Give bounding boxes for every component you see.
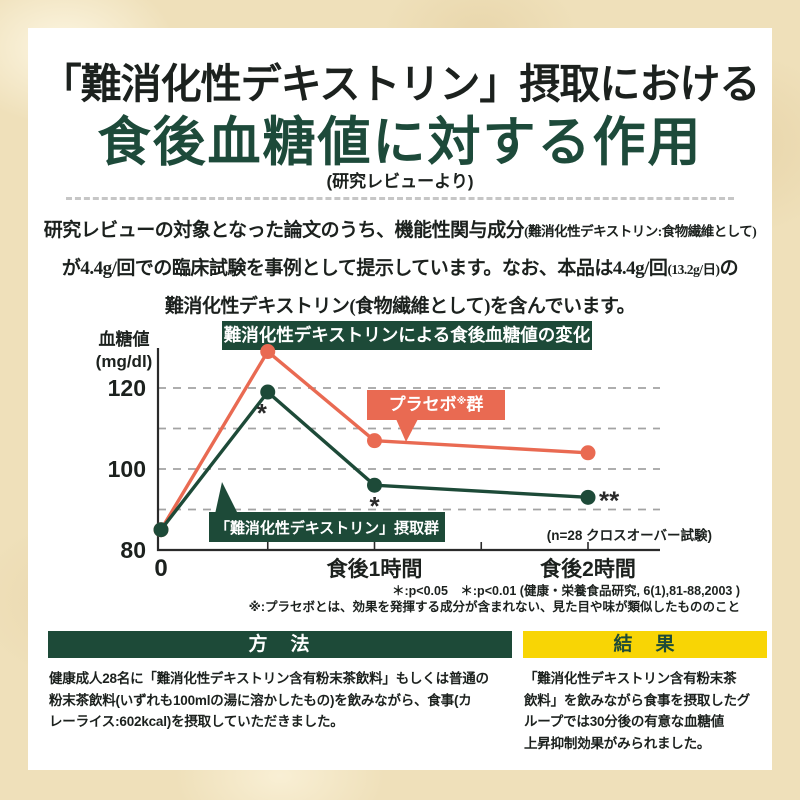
dextrin-point-60min bbox=[367, 477, 382, 493]
intro-line: 研究レビューの対象となった論文のうち、機能性関与成分(難消化性デキストリン:食物… bbox=[43, 220, 757, 241]
dextrin-callout-pointer bbox=[215, 482, 238, 514]
placebo-callout-pointer bbox=[396, 419, 418, 442]
dashed-divider bbox=[66, 197, 734, 200]
main-title-line1: 「難消化性デキストリン」摂取における bbox=[40, 61, 761, 107]
y-tick-label-120: 120 bbox=[108, 375, 146, 401]
placebo-line bbox=[159, 348, 589, 531]
placebo-series-label: プラセボ※群 bbox=[389, 394, 484, 414]
placebo-point-60min bbox=[367, 433, 382, 449]
chart-footnotes: ＊:p<0.05 ＊:p<0.01 (健康・栄養食品研究, 6(1),81-88… bbox=[249, 583, 740, 615]
intro-line: 難消化性デキストリン(食物繊維として)を含んでいます。 bbox=[164, 296, 636, 317]
method-section-body: 健康成人28名に「難消化性デキストリン含有粉末茶飲料」もしくは普通の 粉末茶飲料(… bbox=[49, 671, 489, 729]
main-title-subtitle: (研究レビューより) bbox=[326, 172, 474, 191]
significance-mark-60min: * bbox=[369, 491, 380, 521]
dextrin-line bbox=[159, 389, 589, 531]
intro-paragraph: 研究レビューの対象となった論文のうち、機能性関与成分(難消化性デキストリン:食物… bbox=[28, 212, 772, 325]
y-axis-label-line2: (mg/dl) bbox=[95, 352, 153, 371]
dextrin-callout-box bbox=[209, 512, 445, 542]
dextrin-point-0min bbox=[153, 522, 169, 538]
dextrin-series-label: 「難消化性デキストリン」摂取群 bbox=[215, 519, 439, 537]
dextrin-point-30min bbox=[260, 384, 276, 400]
method-section-header: 方 法 bbox=[48, 631, 512, 658]
y-axis-label-line1: 血糖値 bbox=[98, 330, 150, 349]
result-section-header: 結 果 bbox=[523, 631, 767, 658]
axes bbox=[156, 348, 660, 552]
main-title-line2: 食後血糖値に対する作用 bbox=[97, 114, 703, 172]
footnote-placebo-definition: ※:プラセボとは、効果を発揮する成分が含まれない、見た目や味が類似したもののこと bbox=[248, 600, 740, 614]
y-axis-label: 血糖値 (mg/dl) bbox=[86, 329, 162, 373]
significance-mark-30min: * bbox=[257, 398, 268, 428]
sample-size-note: (n=28 クロスオーバー試験) bbox=[547, 527, 712, 543]
x-tick-label-0min: 0 bbox=[154, 555, 167, 582]
placebo-callout-box bbox=[367, 390, 505, 420]
footnote-significance: ＊:p<0.05 ＊:p<0.01 (健康・栄養食品研究, 6(1),81-88… bbox=[391, 584, 740, 598]
x-tick-label-120min: 食後2時間 bbox=[540, 557, 636, 581]
line-chart: 80 100 120 0 食後1時間 食後2時間 * * ** プラセボ※群 「難消化性デキストリン… bbox=[90, 330, 750, 585]
chart-title-banner: 難消化性デキストリンによる食後血糖値の変化 bbox=[222, 321, 592, 350]
intro-line: が4.4g/回での臨床試験を事例として提示しています。なお、本品は4.4g/回(… bbox=[61, 258, 739, 279]
dextrin-point-120min bbox=[580, 489, 596, 505]
x-tick-label-60min: 食後1時間 bbox=[327, 557, 423, 581]
y-tick-label-80: 80 bbox=[120, 537, 146, 563]
placebo-point-30min bbox=[260, 344, 276, 360]
y-tick-label-100: 100 bbox=[108, 456, 146, 482]
placebo-point-120min bbox=[580, 445, 596, 461]
result-section-body: 「難消化性デキストリン含有粉末茶 飲料」を飲みながら食事を摂取したグ ループでは30… bbox=[524, 671, 751, 751]
significance-mark-120min: ** bbox=[599, 485, 620, 515]
